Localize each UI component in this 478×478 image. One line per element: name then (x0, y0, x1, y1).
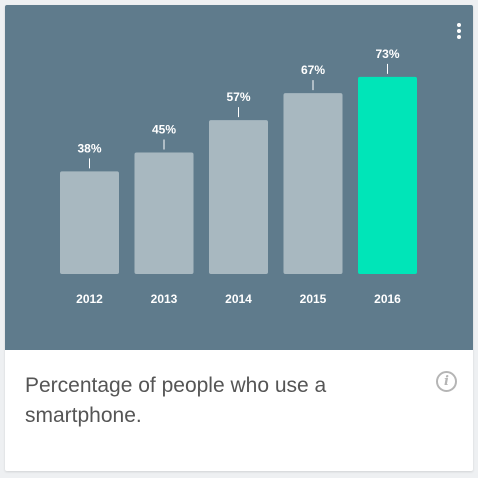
category-label-2015: 2015 (300, 292, 327, 306)
value-label-2012: 38% (77, 141, 101, 155)
value-label-2014: 57% (226, 90, 250, 104)
bar-2015[interactable] (283, 93, 343, 274)
bar-2014[interactable] (209, 120, 268, 274)
chart-panel: 38% 2012 45% 2013 57% 2014 67% 2015 73% 2016 (5, 5, 473, 350)
more-vert-icon-dot (457, 29, 461, 33)
category-label-2016: 2016 (374, 292, 401, 306)
category-label-2014: 2014 (225, 292, 252, 306)
more-vert-icon-dot (457, 35, 461, 39)
chart-card: 38% 2012 45% 2013 57% 2014 67% 2015 73% 2016 Perc… (5, 5, 473, 471)
info-icon[interactable]: i (436, 371, 457, 392)
bar-2012[interactable] (60, 171, 119, 274)
more-vert-icon (457, 23, 461, 27)
more-options-button[interactable] (451, 19, 467, 43)
category-label-2013: 2013 (151, 292, 178, 306)
value-label-2013: 45% (152, 123, 176, 137)
chart-caption: Percentage of people who use a smartphon… (25, 374, 327, 427)
bar-2013[interactable] (134, 152, 194, 275)
value-label-2015: 67% (301, 63, 325, 77)
bar-2016[interactable] (358, 76, 417, 275)
category-label-2012: 2012 (76, 292, 103, 306)
value-label-2016: 73% (375, 47, 399, 61)
bar-chart: 38% 2012 45% 2013 57% 2014 67% 2015 73% 2016 (5, 5, 473, 350)
